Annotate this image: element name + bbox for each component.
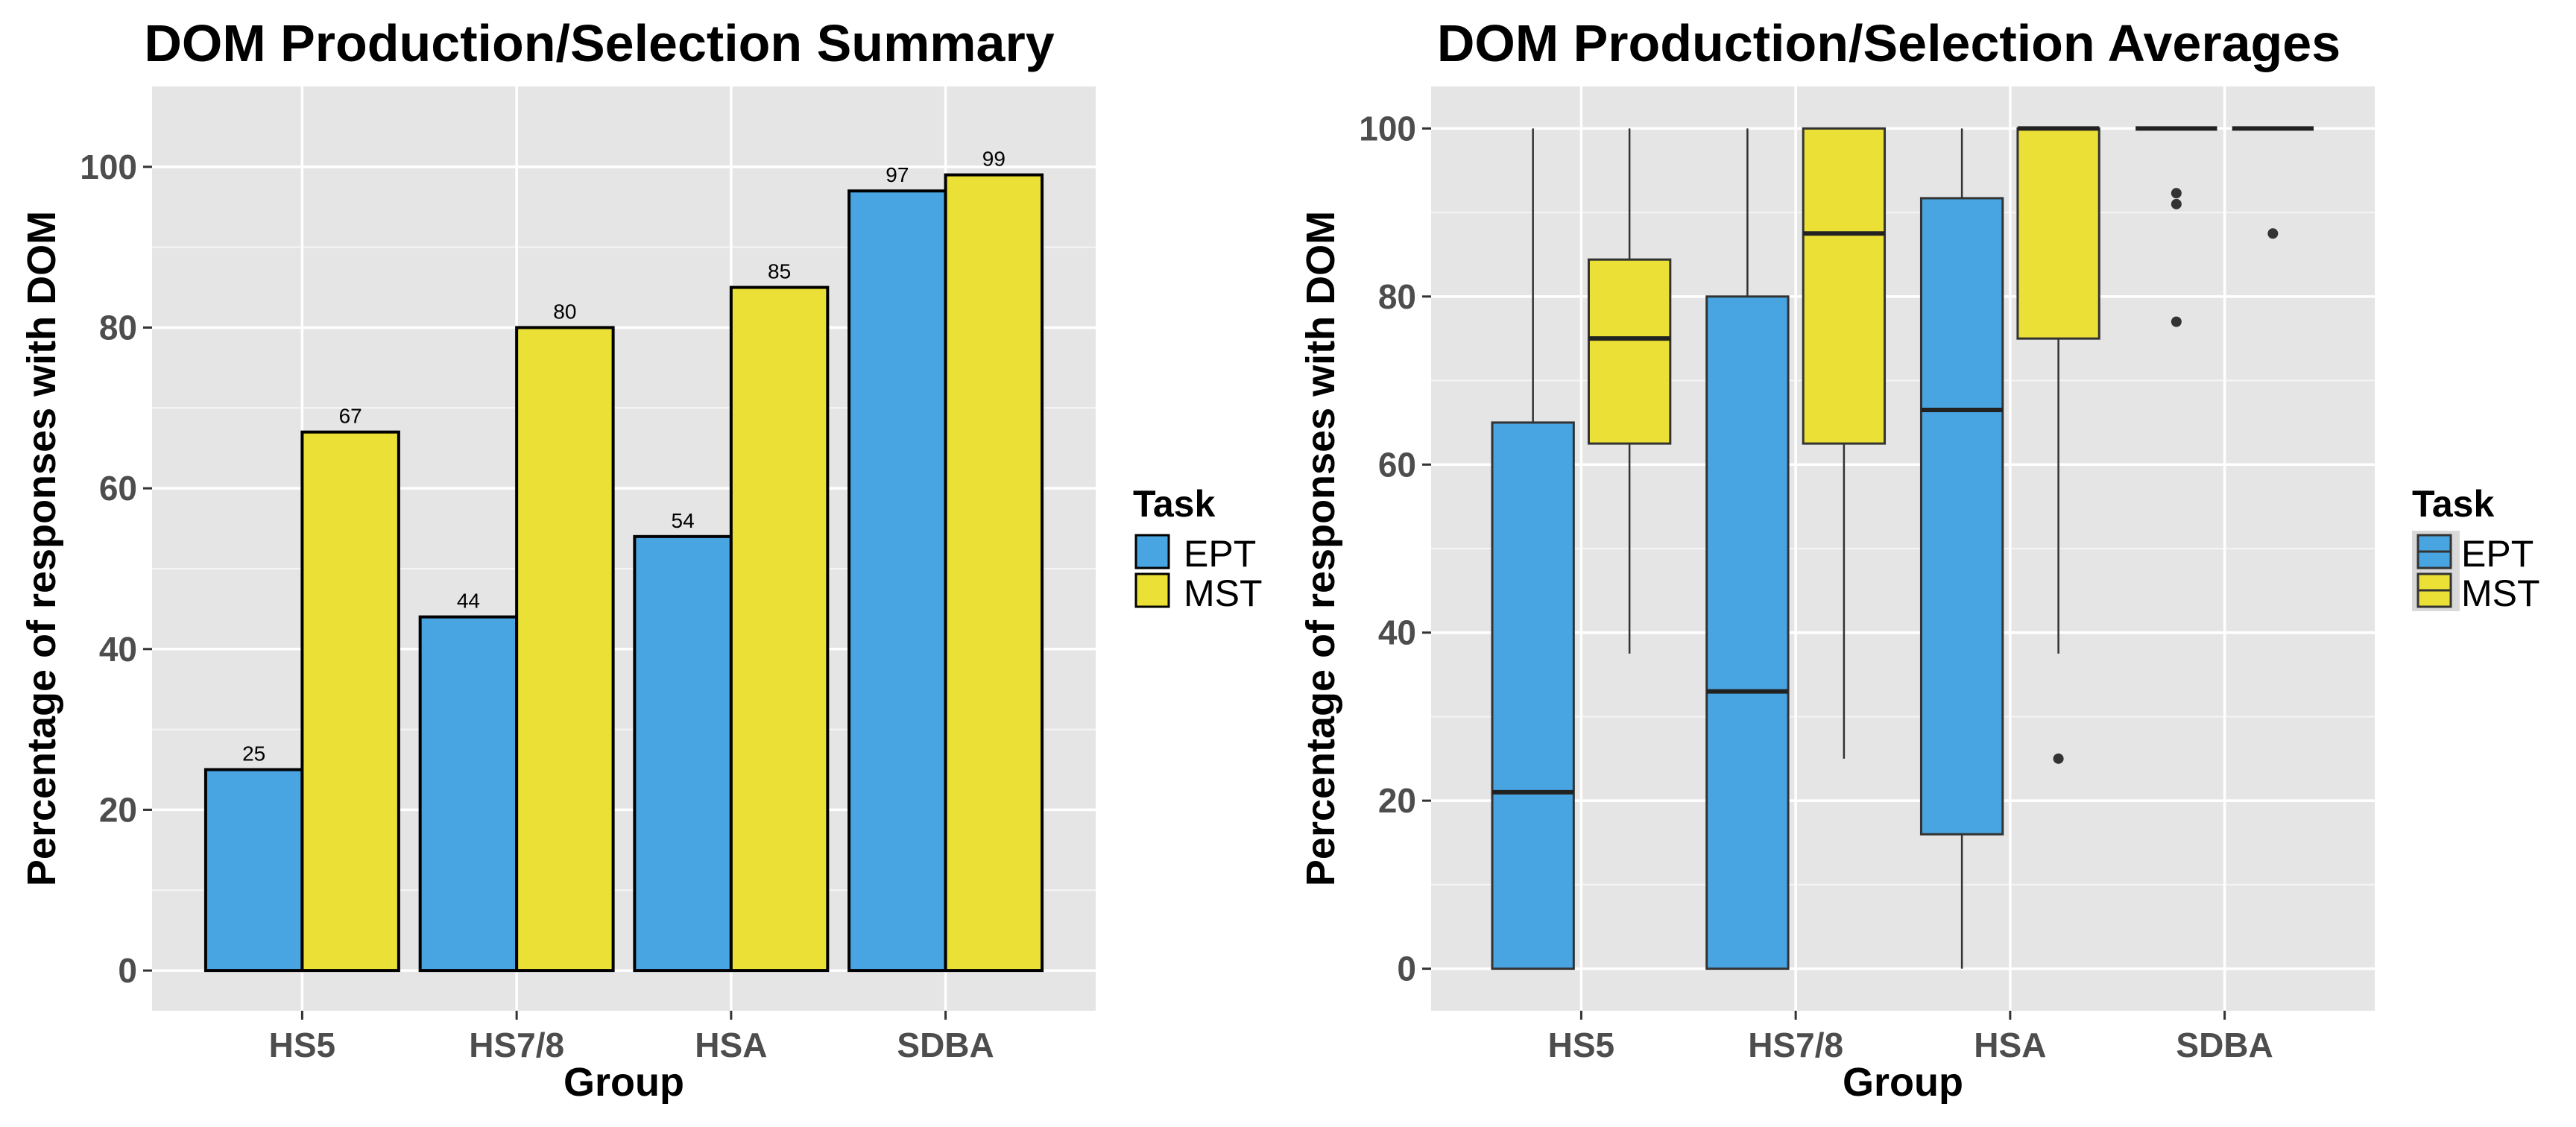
y-tick-labels: 0 20 40 60 80 100 <box>1359 109 1431 988</box>
box-ept <box>1491 421 1575 970</box>
x-tick-label: HSA <box>1974 1026 2046 1064</box>
legend-swatch-ept <box>1134 534 1170 569</box>
outlier-point-mst <box>2267 228 2279 239</box>
legend-label-ept: EPT <box>2461 533 2534 575</box>
x-tick-label: HS7/8 <box>469 1026 564 1064</box>
bar-ept <box>418 615 519 973</box>
x-tick-label: SDBA <box>897 1026 994 1064</box>
data-label: 67 <box>339 405 362 428</box>
data-label: 54 <box>672 509 695 532</box>
boxes <box>1491 126 2314 970</box>
y-tick-label: 40 <box>1378 613 1416 652</box>
data-label: 85 <box>768 260 791 283</box>
outlier-point-mst <box>2053 753 2064 764</box>
y-tick-label: 40 <box>99 630 137 669</box>
box-mst <box>1587 258 1672 445</box>
x-tick-label: SDBA <box>2176 1026 2273 1064</box>
y-tick-label: 20 <box>99 790 137 829</box>
legend-title: Task <box>1133 483 1215 525</box>
data-label: 80 <box>553 300 576 323</box>
y-tick-label: 20 <box>1378 781 1416 820</box>
legend: Task EPT MST <box>2412 483 2540 614</box>
data-label: 25 <box>242 742 265 765</box>
legend-title: Task <box>2412 483 2494 525</box>
y-tick-label: 0 <box>1397 950 1416 988</box>
y-tick-label: 80 <box>1378 277 1416 316</box>
x-axis-title: Group <box>564 1060 684 1105</box>
bar-chart-summary: DOM Production/Selection Summary 25 67 44 8… <box>19 14 1263 1105</box>
data-label: 44 <box>457 590 480 613</box>
legend-label-ept: EPT <box>1184 533 1256 575</box>
legend: Task EPT MST <box>1133 483 1263 614</box>
y-tick-label: 80 <box>99 308 137 347</box>
box-mst <box>1802 127 1887 445</box>
outlier-point-ept <box>2171 198 2182 209</box>
y-tick-label: 60 <box>99 469 137 508</box>
chart-title: DOM Production/Selection Summary <box>144 14 1054 72</box>
y-tick-label: 100 <box>80 148 137 186</box>
data-label: 99 <box>982 148 1006 171</box>
legend-label-mst: MST <box>2461 572 2540 614</box>
bar-ept <box>847 189 947 973</box>
x-tick-labels: HS5 HS7/8 HSA SDBA <box>269 1011 994 1064</box>
boxplot-chart-averages: DOM Production/Selection Averages 0 20 40 6… <box>1298 14 2540 1105</box>
box-ept <box>1919 197 2004 836</box>
outlier-point-ept <box>2171 188 2182 199</box>
legend-label-mst: MST <box>1184 572 1263 614</box>
bar-mst <box>944 173 1044 973</box>
y-tick-label: 100 <box>1359 109 1416 148</box>
chart-title: DOM Production/Selection Averages <box>1437 14 2340 72</box>
y-tick-labels: 0 20 40 60 80 100 <box>80 148 152 990</box>
bar-mst <box>729 285 830 973</box>
bars: 25 67 44 80 54 85 97 99 <box>203 148 1044 973</box>
box-mst <box>2016 127 2100 340</box>
x-tick-label: HS5 <box>269 1026 335 1064</box>
y-axis-title: Percentage of responses with DOM <box>1298 211 1343 886</box>
box-ept <box>1705 295 1790 970</box>
y-axis-title: Percentage of responses with DOM <box>19 211 64 886</box>
grid-lines <box>1431 86 2375 1011</box>
bar-mst <box>300 430 400 973</box>
legend-swatch-mst <box>1134 572 1170 608</box>
bar-ept <box>203 768 304 973</box>
x-tick-label: HS7/8 <box>1748 1026 1843 1064</box>
data-label: 97 <box>886 163 909 186</box>
x-tick-label: HS5 <box>1548 1026 1614 1064</box>
outlier-point-ept <box>2171 316 2182 327</box>
x-tick-labels: HS5 HS7/8 HSA SDBA <box>1548 1011 2273 1064</box>
x-tick-label: HSA <box>695 1026 767 1064</box>
x-axis-title: Group <box>1843 1060 1963 1105</box>
y-tick-label: 60 <box>1378 445 1416 484</box>
y-tick-label: 0 <box>118 951 137 990</box>
bar-ept <box>633 534 733 973</box>
bar-mst <box>515 326 615 973</box>
